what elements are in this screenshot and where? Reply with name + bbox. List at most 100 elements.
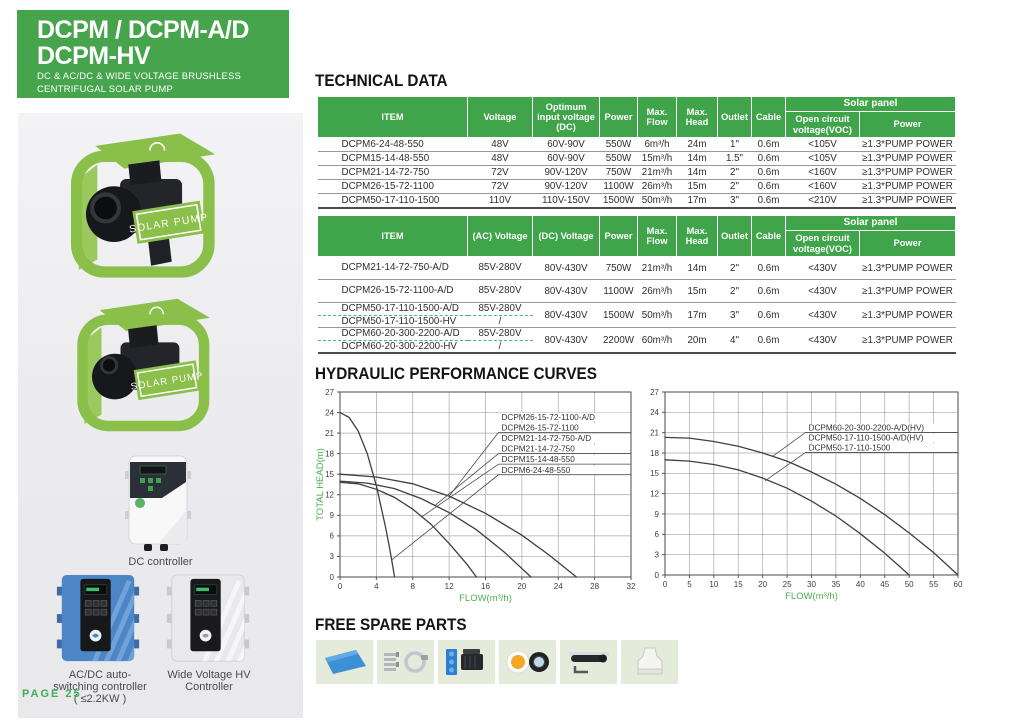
cable-gland <box>144 544 152 551</box>
legend-entry: DCPM50-17-110-1500 <box>809 443 891 452</box>
column-header: (DC) Voltage <box>532 215 600 257</box>
x-axis-title: FLOW(m³/h) <box>785 591 838 602</box>
cell: ≥1.3*PUMP POWER <box>859 151 956 166</box>
cell: 3" <box>717 193 752 209</box>
x-tick-label: 45 <box>880 580 889 589</box>
dc-controller-button <box>156 478 161 483</box>
legend-entry: DCPM6-24-48-550 <box>502 466 571 475</box>
table-row: DCPM60-20-300-2200-A/D DCPM60-20-300-2200… <box>317 327 956 354</box>
cell: 90V-120V <box>532 179 600 194</box>
legend-entry: DCPM50-17-110-1500-A/D(HV) <box>809 433 924 442</box>
pump-banner: SOLAR PUMP <box>128 200 209 244</box>
cell-line: 85V-280V <box>478 262 522 274</box>
table-row: DCPM26-15-72-1100 72V 90V-120V 1100W 26m³/h 1… <box>317 179 956 194</box>
cell: 1" <box>717 137 752 152</box>
table-row: DCPM21-14-72-750 72V 90V-120V 750W 21m³/h 14m… <box>317 165 956 180</box>
y-tick-label: 3 <box>655 550 660 559</box>
solar-panel-header: Solar panel <box>785 96 956 112</box>
cell: 0.6m <box>751 327 786 354</box>
cell: 0.6m <box>751 165 786 180</box>
column-header: Open circuit voltage(VOC) <box>785 230 860 257</box>
table-row: DCPM6-24-48-550 48V 60V-90V 550W 6m³/h 24m 1" 0… <box>317 137 956 152</box>
x-tick-label: 12 <box>445 582 454 591</box>
y-tick-label: 27 <box>325 388 334 397</box>
column-header: Voltage <box>467 96 533 138</box>
cell: 15m <box>676 179 718 194</box>
performance-chart-dc: 0 4 8 12 16 20 24 28 32 0 3 6 9 12 15 18 21 24 27 FLOW(m³/h… <box>315 388 636 604</box>
cell-line: DCPM60-20-300-2200-A/D <box>341 328 460 339</box>
column-header: Power <box>859 111 956 138</box>
legend-entry: DCPM21-14-72-750 <box>502 445 576 454</box>
column-header: (AC) Voltage <box>467 215 533 257</box>
legend-leader-line <box>448 432 499 497</box>
x-tick-label: 10 <box>709 580 718 589</box>
x-tick-label: 32 <box>627 582 636 591</box>
cell: 6m³/h <box>637 137 677 152</box>
y-tick-label: 3 <box>330 552 335 561</box>
cell: 110V <box>467 193 533 209</box>
legend-entry: DCPM26-15-72-1100 <box>502 423 580 432</box>
cell: 2" <box>717 256 752 280</box>
hv-controller-button <box>194 600 202 607</box>
cell: 50m³/h <box>637 193 677 209</box>
acdc-controller-button <box>84 600 92 607</box>
cell: 60V-90V <box>532 137 600 152</box>
x-tick-label: 8 <box>411 582 416 591</box>
page-number-label: PAGE 25 <box>22 688 82 700</box>
solar-panel-header: Solar panel <box>785 215 956 231</box>
acdc-controller-button <box>100 600 108 607</box>
table-row: DCPM50-17-110-1500 110V 110V-150V 1500W 50m³… <box>317 193 956 209</box>
cell: ≥1.3*PUMP POWER <box>859 327 956 354</box>
technical-data-heading: TECHNICAL DATA <box>315 71 448 90</box>
cell: ≥1.3*PUMP POWER <box>859 137 956 152</box>
cell: 14m <box>676 256 718 280</box>
cell: 80V-430V <box>532 327 600 354</box>
column-header: Cable <box>751 96 786 138</box>
outlet-fitting-icon <box>637 647 662 675</box>
cell: 72V <box>467 179 533 194</box>
cell: 2" <box>717 165 752 180</box>
cell-line: DCPM26-15-72-1100-A/D <box>341 285 454 297</box>
cell: <105V <box>785 151 860 166</box>
legend-leader-line <box>772 432 806 457</box>
cell: 0.6m <box>751 137 786 152</box>
y-axis-title: TOTAL HEAD(m) <box>315 448 326 521</box>
cell: 15m³/h <box>637 151 677 166</box>
table-row: DCPM50-17-110-1500-A/D DCPM50-17-110-1500… <box>317 302 956 328</box>
column-header: Power <box>599 96 638 138</box>
curves-heading: HYDRAULIC PERFORMANCE CURVES <box>315 364 597 383</box>
dc-controller-photo <box>125 455 191 551</box>
x-tick-label: 20 <box>758 580 767 589</box>
cell: 60m³/h <box>637 327 677 354</box>
performance-chart-acdc: 0 5 10 15 20 25 30 35 40 45 50 55 60 0 3 6 9 12 15 18 21 24 27… <box>650 388 963 602</box>
cell: 0.6m <box>751 302 786 328</box>
spare-parts-strip <box>316 640 678 684</box>
cell: 14m <box>676 165 718 180</box>
cell: DCPM26-15-72-1100 <box>317 179 468 194</box>
pump-inlet <box>90 192 122 224</box>
legend-leader-line <box>435 453 499 506</box>
table-row: DCPM15-14-48-550 48V 60V-90V 550W 15m³/h 14m 1… <box>317 151 956 166</box>
cell: 0.6m <box>751 193 786 209</box>
y-tick-label: 6 <box>655 530 660 539</box>
y-tick-label: 24 <box>650 408 659 417</box>
curve-DCPM6-24-48-550 <box>339 411 396 578</box>
y-tick-label: 9 <box>655 510 660 519</box>
pump-banner: SOLAR PUMP <box>130 360 204 401</box>
cell: 2" <box>717 279 752 303</box>
y-tick-label: 18 <box>325 449 334 458</box>
hv-controller-button <box>210 600 218 607</box>
cell: 80V-430V <box>532 279 600 303</box>
y-tick-label: 21 <box>650 428 659 437</box>
cell: 24m <box>676 137 718 152</box>
x-tick-label: 25 <box>783 580 792 589</box>
y-tick-label: 0 <box>655 571 660 580</box>
tool-kit-icon <box>568 652 609 674</box>
cell: 0.6m <box>751 279 786 303</box>
cell: 550W <box>599 137 638 152</box>
x-tick-label: 30 <box>807 580 816 589</box>
column-header: Open circuit voltage(VOC) <box>785 111 860 138</box>
cell: DCPM26-15-72-1100-A/D <box>317 279 468 303</box>
product-photo-panel: SOLAR PUMP SOLAR PUMP <box>18 113 303 718</box>
column-header: ITEM <box>317 215 468 257</box>
